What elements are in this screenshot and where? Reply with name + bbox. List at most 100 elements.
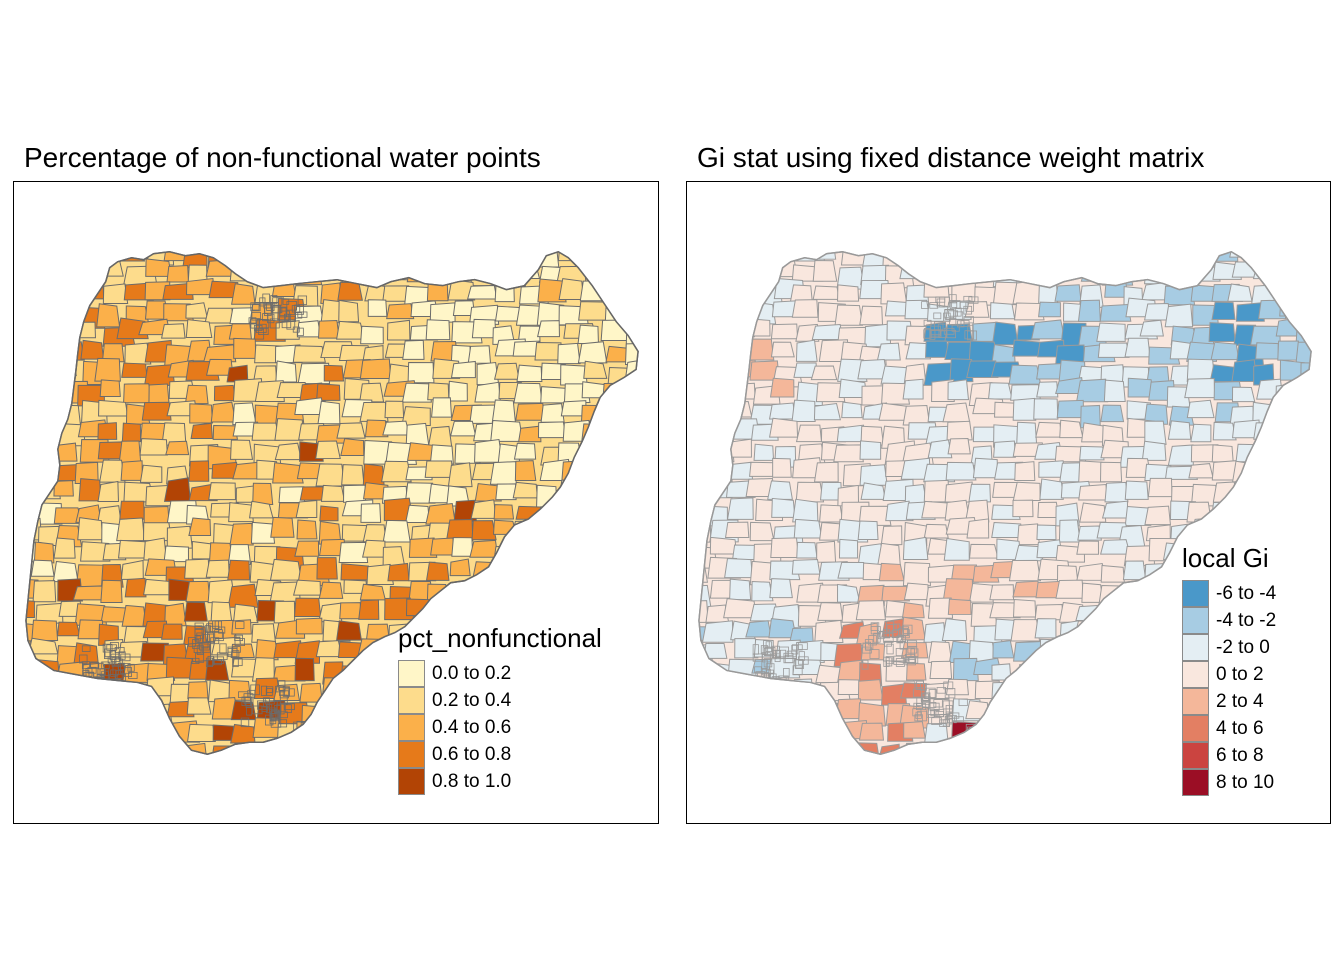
lga-boundary: [886, 620, 895, 632]
lga-region: [1325, 762, 1330, 779]
lga-region: [751, 580, 774, 602]
lga-region: [604, 502, 632, 526]
lga-boundary: [329, 722, 338, 728]
lga-boundary: [1008, 725, 1017, 734]
lga-region: [496, 251, 519, 260]
lga-region: [203, 344, 237, 363]
lga-region: [1300, 362, 1312, 380]
lga-region: [1301, 564, 1312, 581]
lga-region: [1059, 419, 1084, 439]
lga-boundary: [307, 742, 318, 754]
lga-region: [32, 251, 62, 259]
lga-region: [362, 524, 387, 543]
lga-region: [626, 720, 639, 738]
lga-region: [1147, 760, 1170, 782]
lga-region: [425, 561, 450, 581]
lga-region: [366, 563, 394, 586]
lga-region: [97, 699, 124, 716]
lga-region: [1077, 299, 1101, 322]
lga-region: [1303, 484, 1312, 508]
lga-region: [25, 598, 35, 618]
lga-region: [1323, 701, 1330, 719]
lga-region: [1275, 382, 1300, 405]
lga-region: [1211, 301, 1236, 320]
lga-boundary: [245, 701, 252, 708]
lga-boundary: [213, 656, 225, 664]
lga-region: [1212, 421, 1237, 441]
lga-region: [252, 765, 284, 784]
lga-region: [625, 542, 639, 564]
lga-region: [1100, 599, 1125, 619]
lga-region: [1036, 524, 1057, 541]
lga-region: [1299, 643, 1312, 661]
lga-region: [540, 578, 573, 602]
lga-region: [649, 723, 658, 738]
lga-boundary: [302, 744, 310, 753]
lga-region: [698, 746, 713, 755]
lga-boundary: [968, 296, 979, 304]
lga-region: [1055, 737, 1090, 755]
lga-region: [1076, 562, 1106, 581]
lga-region: [1319, 584, 1330, 603]
lga-region: [652, 261, 658, 281]
lga-region: [1032, 698, 1064, 719]
lga-region: [1055, 579, 1085, 599]
lga-region: [293, 597, 322, 617]
lga-region: [1013, 685, 1045, 706]
lga-boundary: [214, 620, 222, 630]
lga-boundary: [109, 650, 117, 660]
lga-region: [187, 681, 209, 700]
lga-region: [25, 320, 34, 343]
lga-region: [161, 623, 183, 640]
lga-region: [54, 322, 77, 342]
lga-boundary: [996, 724, 1006, 734]
lga-region: [648, 661, 658, 677]
lga-region: [624, 423, 639, 443]
lga-region: [30, 559, 55, 577]
lga-region: [431, 397, 453, 418]
lga-region: [96, 678, 124, 701]
lga-region: [1014, 461, 1036, 481]
lga-boundary: [252, 304, 260, 311]
lga-region: [270, 516, 295, 538]
lga-region: [1016, 523, 1040, 546]
lga-region: [382, 420, 410, 436]
lga-region: [188, 460, 210, 482]
lga-region: [340, 438, 365, 457]
lga-region: [229, 522, 254, 546]
lga-region: [925, 743, 949, 755]
lga-region: [687, 759, 713, 775]
lga-region: [294, 540, 320, 557]
lga-region: [622, 251, 639, 264]
lga-region: [581, 600, 606, 620]
lga-region: [189, 403, 214, 424]
lga-region: [33, 541, 55, 564]
lga-region: [557, 251, 586, 262]
lga-boundary: [265, 704, 273, 714]
lga-region: [903, 763, 929, 778]
lga-region: [711, 399, 737, 419]
lga-region: [429, 444, 454, 465]
choropleth-map-local-gi: [687, 250, 1330, 782]
lga-boundary: [109, 642, 119, 650]
lga-region: [708, 284, 734, 302]
lga-region: [492, 599, 518, 621]
lga-region: [1144, 623, 1167, 642]
lga-region: [277, 766, 300, 786]
lga-region: [14, 764, 40, 781]
lga-region: [817, 602, 844, 621]
lga-region: [511, 520, 540, 538]
lga-region: [1231, 386, 1256, 403]
lga-region: [539, 600, 566, 621]
lga-region: [992, 640, 1015, 659]
lga-region: [771, 763, 791, 780]
lga-region: [424, 460, 454, 478]
lga-region: [366, 740, 392, 755]
legend-item: 8 to 10: [1182, 769, 1276, 796]
lga-region: [732, 759, 755, 778]
lga-region: [1298, 441, 1312, 460]
lga-boundary: [305, 728, 313, 736]
lga-region: [1033, 398, 1059, 420]
map-panel-pct-nonfunctional: pct_nonfunctional 0.0 to 0.2 0.2 to 0.4 …: [13, 181, 659, 824]
lga-region: [534, 342, 562, 361]
